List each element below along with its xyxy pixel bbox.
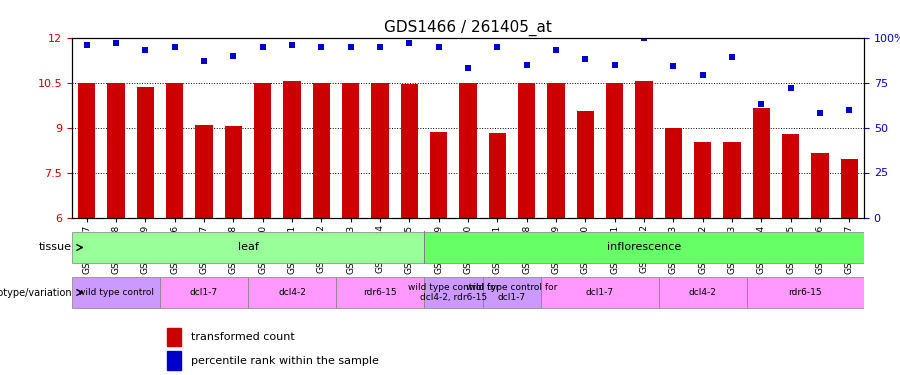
Bar: [577, 111, 594, 218]
Bar: [841, 159, 858, 218]
Point: [431, 44, 446, 50]
Point: [256, 44, 270, 50]
Bar: [284, 81, 301, 218]
Point: [491, 44, 505, 50]
Bar: [167, 328, 181, 346]
Text: dcl1-7: dcl1-7: [190, 288, 218, 297]
Point: [344, 44, 358, 50]
Text: rdr6-15: rdr6-15: [788, 288, 822, 297]
FancyBboxPatch shape: [72, 232, 424, 262]
Text: wild type control: wild type control: [78, 288, 154, 297]
Point: [373, 44, 387, 50]
Bar: [547, 82, 565, 218]
Bar: [664, 128, 682, 218]
Point: [696, 72, 710, 78]
FancyBboxPatch shape: [747, 278, 864, 308]
FancyBboxPatch shape: [72, 278, 160, 308]
Bar: [518, 82, 536, 218]
Point: [79, 42, 94, 48]
Bar: [342, 82, 359, 218]
Bar: [459, 82, 477, 218]
Point: [402, 40, 417, 46]
Text: genotype/variation: genotype/variation: [0, 288, 72, 297]
Bar: [430, 132, 447, 218]
Bar: [782, 134, 799, 218]
Point: [519, 62, 534, 68]
Text: percentile rank within the sample: percentile rank within the sample: [191, 356, 379, 366]
Point: [578, 56, 592, 62]
Bar: [78, 82, 95, 218]
Bar: [167, 351, 181, 370]
Point: [784, 85, 798, 91]
Point: [138, 47, 152, 53]
Point: [284, 42, 299, 48]
Point: [461, 65, 475, 71]
Point: [197, 58, 211, 64]
Point: [754, 101, 769, 107]
Text: rdr6-15: rdr6-15: [364, 288, 397, 297]
Bar: [489, 133, 506, 218]
Bar: [811, 153, 829, 218]
Text: dcl1-7: dcl1-7: [586, 288, 614, 297]
FancyBboxPatch shape: [541, 278, 659, 308]
Bar: [724, 142, 741, 218]
FancyBboxPatch shape: [160, 278, 248, 308]
Bar: [312, 82, 330, 218]
FancyBboxPatch shape: [336, 278, 424, 308]
Title: GDS1466 / 261405_at: GDS1466 / 261405_at: [384, 20, 552, 36]
Bar: [254, 82, 272, 218]
Point: [226, 53, 240, 58]
Point: [167, 44, 182, 50]
Bar: [166, 82, 184, 218]
Bar: [107, 82, 125, 218]
Bar: [137, 87, 154, 218]
Point: [666, 63, 680, 69]
Text: inflorescence: inflorescence: [607, 243, 681, 252]
Point: [813, 110, 827, 116]
Text: leaf: leaf: [238, 243, 258, 252]
Bar: [752, 108, 770, 218]
FancyBboxPatch shape: [424, 232, 864, 262]
Text: wild type control for
dcl1-7: wild type control for dcl1-7: [466, 283, 558, 302]
Bar: [400, 84, 418, 218]
Point: [724, 54, 739, 60]
Point: [842, 106, 857, 112]
Text: tissue: tissue: [39, 243, 72, 252]
Text: dcl4-2: dcl4-2: [688, 288, 716, 297]
Text: transformed count: transformed count: [191, 332, 294, 342]
Bar: [371, 82, 389, 218]
Bar: [635, 81, 652, 218]
Point: [608, 62, 622, 68]
Text: dcl4-2: dcl4-2: [278, 288, 306, 297]
FancyBboxPatch shape: [482, 278, 541, 308]
Text: wild type control for
dcl4-2, rdr6-15: wild type control for dcl4-2, rdr6-15: [408, 283, 499, 302]
Point: [314, 44, 328, 50]
FancyBboxPatch shape: [424, 278, 482, 308]
FancyBboxPatch shape: [248, 278, 336, 308]
Point: [637, 34, 652, 40]
Bar: [606, 82, 624, 218]
Bar: [195, 124, 212, 217]
FancyBboxPatch shape: [659, 278, 747, 308]
Point: [549, 47, 563, 53]
Point: [109, 40, 123, 46]
Bar: [224, 126, 242, 218]
Bar: [694, 142, 712, 218]
